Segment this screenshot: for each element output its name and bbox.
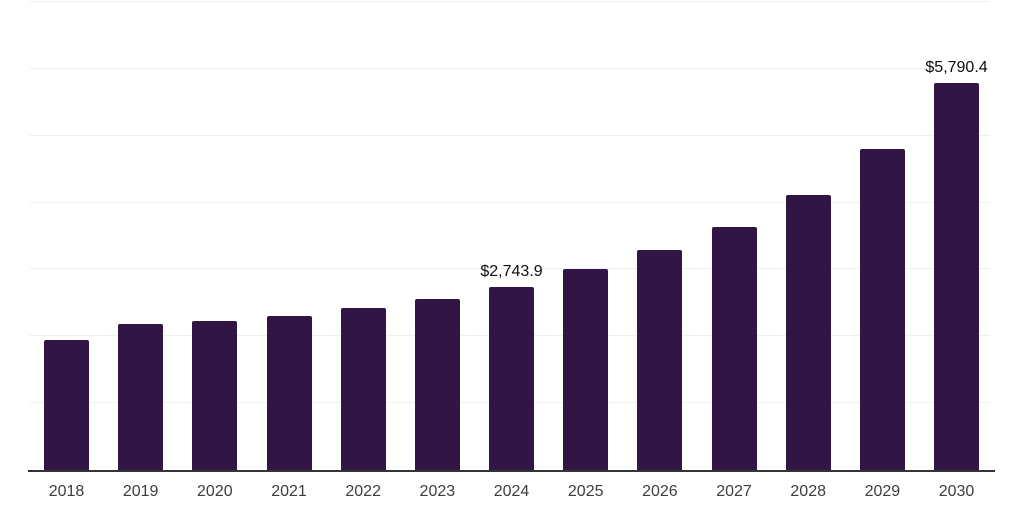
x-tick-label-2020: 2020	[197, 483, 233, 500]
gridline-3000	[30, 268, 990, 270]
data-label-2030: $5,790.4	[925, 58, 988, 76]
bar-2027	[711, 226, 757, 470]
x-tick-label-2022: 2022	[345, 483, 381, 500]
bar-2024	[489, 286, 535, 470]
x-tick-label-2029: 2029	[864, 483, 901, 500]
x-tick-label-2019: 2019	[122, 483, 159, 500]
bar-2025	[563, 269, 609, 470]
plot-area: $2,743.9 $5,790.4	[28, 1, 995, 472]
gridline-4000	[30, 201, 990, 203]
gridline-7000	[30, 1, 990, 2]
bar-2029	[859, 148, 905, 470]
bar-2026	[637, 250, 683, 470]
x-tick-label-2024: 2024	[493, 483, 530, 500]
x-tick-label-2028: 2028	[790, 483, 826, 500]
bar-2021	[266, 315, 312, 470]
bar-2020	[192, 321, 238, 470]
x-tick-label-2025: 2025	[567, 483, 604, 500]
x-tick-label-2027: 2027	[716, 483, 752, 500]
x-tick-label-2030: 2030	[938, 483, 975, 500]
x-tick-label-2026: 2026	[642, 483, 678, 500]
bar-2023	[414, 298, 460, 470]
bar-2018	[44, 340, 89, 470]
x-tick-label-2021: 2021	[271, 483, 307, 500]
bar-2030	[934, 82, 980, 470]
gridline-5000	[30, 134, 990, 136]
bar-2028	[785, 194, 831, 470]
x-tick-label-2023: 2023	[419, 483, 456, 500]
x-tick-label-2018: 2018	[48, 483, 85, 500]
gridline-6000	[30, 67, 990, 69]
bar-2019	[118, 324, 164, 470]
x-axis-line	[28, 470, 995, 472]
bar-2022	[340, 308, 386, 470]
data-label-2024: $2,743.9	[480, 262, 543, 280]
